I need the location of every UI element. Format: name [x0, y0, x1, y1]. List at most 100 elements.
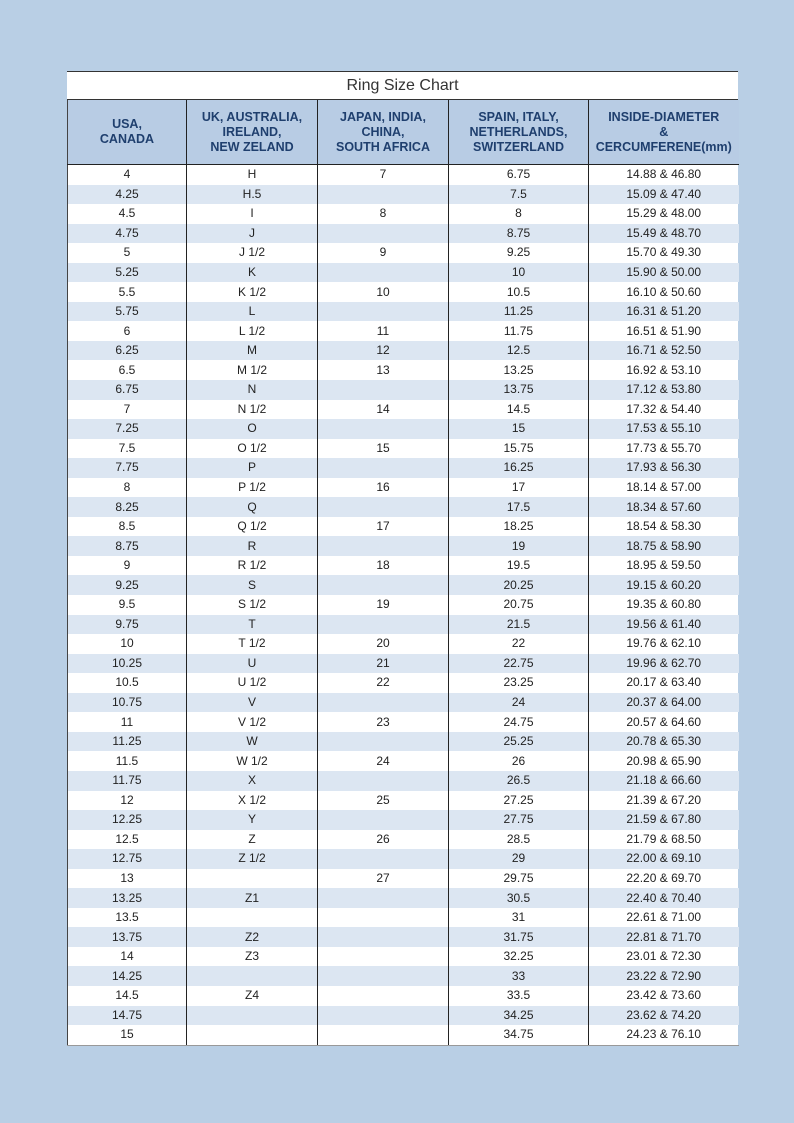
cell-diameter-circumference: 21.59 & 67.80: [588, 810, 739, 830]
table-row: 9.5 S 1/2 19 20.75 19.35 & 60.80: [67, 595, 739, 615]
cell-usa-canada: 9.5: [67, 595, 187, 615]
cell-spain-italy: 25.25: [448, 731, 589, 752]
cell-japan-india: [317, 380, 449, 400]
cell-japan-india: [317, 184, 449, 205]
cell-japan-india: 18: [317, 555, 449, 576]
table-row: 11.75 X 26.5 21.18 & 66.60: [67, 770, 739, 791]
cell-uk-australia: L 1/2: [186, 321, 318, 341]
cell-diameter-circumference: 23.22 & 72.90: [588, 966, 739, 986]
table-row: 11.25 W 25.25 20.78 & 65.30: [67, 731, 739, 752]
header-line: USA,: [112, 117, 142, 131]
cell-usa-canada: 12.25: [67, 810, 187, 830]
cell-uk-australia: T 1/2: [186, 634, 318, 654]
cell-diameter-circumference: 15.90 & 50.00: [588, 262, 739, 283]
table-row: 10 T 1/2 20 22 19.76 & 62.10: [67, 634, 739, 654]
cell-spain-italy: 13.75: [448, 380, 589, 400]
header-spain-italy: SPAIN, ITALY, NETHERLANDS, SWITZERLAND: [448, 100, 589, 165]
cell-diameter-circumference: 21.79 & 68.50: [588, 829, 739, 850]
cell-usa-canada: 10.5: [67, 673, 187, 693]
cell-uk-australia: T: [186, 614, 318, 635]
cell-usa-canada: 14.25: [67, 966, 187, 986]
cell-usa-canada: 7: [67, 399, 187, 420]
cell-diameter-circumference: 16.51 & 51.90: [588, 321, 739, 341]
cell-usa-canada: 13: [67, 868, 187, 889]
cell-uk-australia: M 1/2: [186, 360, 318, 381]
cell-spain-italy: 12.5: [448, 340, 589, 361]
cell-uk-australia: V 1/2: [186, 712, 318, 732]
cell-spain-italy: 11.75: [448, 321, 589, 341]
cell-japan-india: 22: [317, 673, 449, 693]
cell-uk-australia: O 1/2: [186, 438, 318, 459]
cell-usa-canada: 5.5: [67, 282, 187, 302]
header-line: NETHERLANDS,: [469, 124, 568, 139]
cell-uk-australia: R: [186, 536, 318, 556]
cell-japan-india: 20: [317, 634, 449, 654]
cell-japan-india: [317, 1025, 449, 1046]
cell-usa-canada: 11.25: [67, 731, 187, 752]
cell-japan-india: 15: [317, 438, 449, 459]
cell-uk-australia: Z4: [186, 985, 318, 1006]
table-row: 14.5 Z4 33.5 23.42 & 73.60: [67, 985, 739, 1006]
cell-diameter-circumference: 14.88 & 46.80: [588, 164, 739, 185]
cell-diameter-circumference: 24.23 & 76.10: [588, 1025, 739, 1046]
table-row: 10.75 V 24 20.37 & 64.00: [67, 692, 739, 713]
table-row: 14.75 34.25 23.62 & 74.20: [67, 1005, 739, 1026]
cell-usa-canada: 6: [67, 321, 187, 341]
cell-usa-canada: 14.5: [67, 985, 187, 1006]
cell-uk-australia: H.5: [186, 184, 318, 205]
cell-spain-italy: 24: [448, 692, 589, 713]
cell-usa-canada: 11.5: [67, 751, 187, 771]
cell-uk-australia: [186, 907, 318, 928]
table-row: 9.75 T 21.5 19.56 & 61.40: [67, 614, 739, 635]
cell-diameter-circumference: 23.62 & 74.20: [588, 1005, 739, 1026]
cell-spain-italy: 30.5: [448, 888, 589, 908]
cell-japan-india: [317, 907, 449, 928]
table-row: 11 V 1/2 23 24.75 20.57 & 64.60: [67, 712, 739, 732]
header-row: USA, CANADA UK, AUSTRALIA, IRELAND, NEW ZELA…: [67, 100, 739, 165]
header-japan-india: JAPAN, INDIA, CHINA, SOUTH AFRICA: [317, 100, 449, 165]
cell-japan-india: [317, 536, 449, 556]
cell-spain-italy: 14.5: [448, 399, 589, 420]
cell-spain-italy: 7.5: [448, 184, 589, 205]
cell-usa-canada: 9.75: [67, 614, 187, 635]
cell-japan-india: [317, 1005, 449, 1026]
cell-diameter-circumference: 17.12 & 53.80: [588, 380, 739, 400]
table-row: 13 27 29.75 22.20 & 69.70: [67, 868, 739, 889]
cell-usa-canada: 4: [67, 164, 187, 185]
cell-uk-australia: K: [186, 262, 318, 283]
cell-japan-india: 10: [317, 282, 449, 302]
header-line: INSIDE-DIAMETER: [608, 109, 720, 124]
cell-spain-italy: 26.5: [448, 770, 589, 791]
cell-japan-india: [317, 223, 449, 244]
cell-spain-italy: 17.5: [448, 497, 589, 517]
cell-diameter-circumference: 22.20 & 69.70: [588, 868, 739, 889]
table-row: 14.25 33 23.22 & 72.90: [67, 966, 739, 986]
table-row: 8.75 R 19 18.75 & 58.90: [67, 536, 739, 556]
cell-usa-canada: 10: [67, 634, 187, 654]
header-uk-australia: UK, AUSTRALIA, IRELAND, NEW ZELAND: [186, 100, 318, 165]
cell-spain-italy: 32.25: [448, 946, 589, 967]
cell-diameter-circumference: 16.71 & 52.50: [588, 340, 739, 361]
ring-size-chart: Ring Size Chart USA, CANADA UK, AUSTRALIA,…: [67, 71, 739, 1046]
table-row: 8.5 Q 1/2 17 18.25 18.54 & 58.30: [67, 516, 739, 537]
cell-spain-italy: 24.75: [448, 712, 589, 732]
cell-spain-italy: 28.5: [448, 829, 589, 850]
cell-spain-italy: 10.5: [448, 282, 589, 302]
cell-spain-italy: 31: [448, 907, 589, 928]
table-row: 12.5 Z 26 28.5 21.79 & 68.50: [67, 829, 739, 850]
cell-diameter-circumference: 18.14 & 57.00: [588, 477, 739, 498]
cell-spain-italy: 29.75: [448, 868, 589, 889]
table-row: 5.75 L 11.25 16.31 & 51.20: [67, 301, 739, 322]
cell-diameter-circumference: 23.01 & 72.30: [588, 946, 739, 967]
cell-japan-india: 17: [317, 516, 449, 537]
cell-usa-canada: 8.75: [67, 536, 187, 556]
cell-diameter-circumference: 21.39 & 67.20: [588, 790, 739, 811]
table-row: 4.75 J 8.75 15.49 & 48.70: [67, 223, 739, 244]
table-row: 5.25 K 10 15.90 & 50.00: [67, 262, 739, 283]
table-row: 14 Z3 32.25 23.01 & 72.30: [67, 946, 739, 967]
cell-japan-india: 7: [317, 164, 449, 185]
cell-diameter-circumference: 22.00 & 69.10: [588, 849, 739, 869]
cell-diameter-circumference: 18.75 & 58.90: [588, 536, 739, 556]
cell-japan-india: [317, 888, 449, 908]
